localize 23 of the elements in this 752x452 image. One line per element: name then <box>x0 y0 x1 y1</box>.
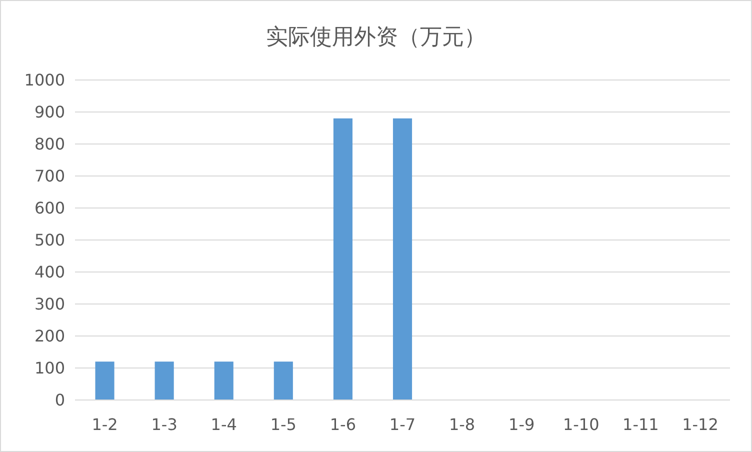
y-tick-label: 900 <box>34 102 65 122</box>
x-tick-label: 1-11 <box>622 415 659 434</box>
y-tick-label: 700 <box>34 166 65 186</box>
x-tick-label: 1-9 <box>508 415 535 434</box>
y-tick-label: 600 <box>34 198 65 218</box>
y-tick-label: 800 <box>34 134 65 154</box>
x-tick-label: 1-4 <box>210 415 237 434</box>
x-tick-label: 1-5 <box>270 415 296 434</box>
y-tick-label: 0 <box>54 390 65 410</box>
y-tick-label: 500 <box>34 230 65 250</box>
x-tick-label: 1-8 <box>448 415 476 434</box>
x-tick-label: 1-7 <box>389 415 416 434</box>
y-tick-label: 100 <box>34 358 65 378</box>
x-tick-label: 1-12 <box>682 415 718 434</box>
chart-title: 实际使用外资（万元） <box>266 25 486 50</box>
y-tick-label: 1000 <box>24 70 65 90</box>
x-tick-label: 1-10 <box>562 415 600 434</box>
x-tick-label: 1-6 <box>330 415 356 434</box>
x-tick-label: 1-3 <box>151 415 178 434</box>
x-tick-label: 1-2 <box>92 415 118 434</box>
y-tick-label: 400 <box>34 262 65 282</box>
y-tick-label: 200 <box>34 326 65 346</box>
y-tick-label: 300 <box>34 294 65 314</box>
